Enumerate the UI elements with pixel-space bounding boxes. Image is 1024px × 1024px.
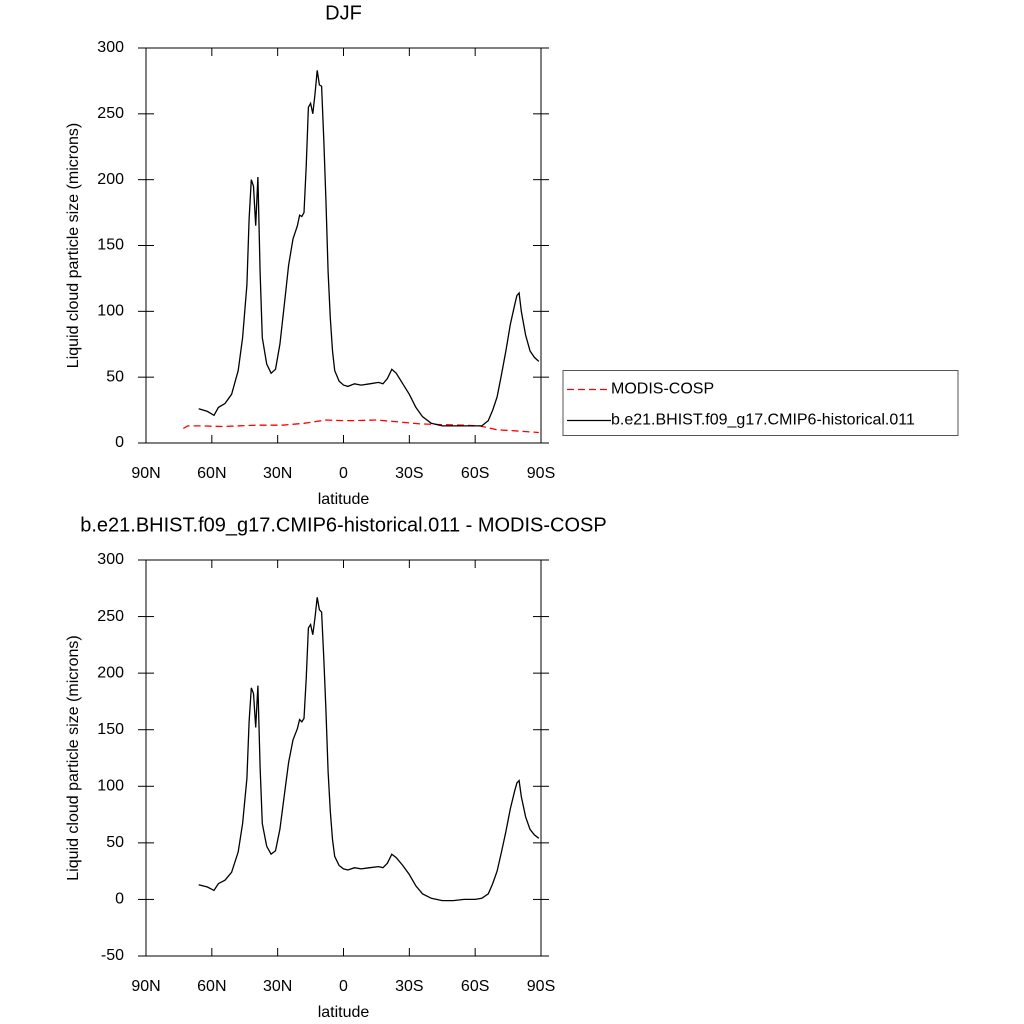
chart-title: DJF (325, 2, 362, 24)
x-axis-label: latitude (318, 491, 370, 508)
plot-frame (145, 47, 542, 444)
y-tick-label: 150 (97, 237, 124, 254)
x-tick-label: 0 (339, 978, 348, 995)
x-tick-label: 30N (263, 465, 292, 482)
y-tick-label: 100 (97, 778, 124, 795)
legend-label: b.e21.BHIST.f09_g17.CMIP6-historical.011 (611, 412, 915, 429)
x-tick-label: 60S (461, 978, 489, 995)
y-tick-label: 0 (115, 434, 124, 451)
data-line (198, 70, 540, 427)
y-axis-label: Liquid cloud particle size (microns) (65, 123, 82, 368)
x-tick-label: 60S (461, 465, 489, 482)
x-tick-label: 90S (527, 465, 555, 482)
x-tick-label: 60N (197, 978, 226, 995)
y-tick-label: -50 (101, 947, 124, 964)
x-tick-label: 90N (131, 978, 160, 995)
y-axis-label: Liquid cloud particle size (microns) (65, 635, 82, 880)
y-tick-label: 150 (97, 721, 124, 738)
x-tick-label: 30S (395, 978, 423, 995)
x-tick-label: 90N (131, 465, 160, 482)
x-axis-label: latitude (318, 1004, 370, 1021)
data-line (198, 597, 540, 902)
y-tick-label: 250 (97, 608, 124, 625)
chart-title: b.e21.BHIST.f09_g17.CMIP6-historical.011… (80, 514, 607, 536)
y-tick-label: 0 (115, 891, 124, 908)
y-tick-label: 300 (97, 551, 124, 568)
x-tick-label: 30S (395, 465, 423, 482)
y-tick-label: 50 (106, 368, 124, 385)
legend-label: MODIS-COSP (611, 381, 714, 398)
y-tick-label: 200 (97, 171, 124, 188)
y-tick-label: 250 (97, 105, 124, 122)
y-tick-label: 100 (97, 303, 124, 320)
legend-box (562, 370, 959, 436)
x-tick-label: 90S (527, 978, 555, 995)
x-tick-label: 30N (263, 978, 292, 995)
plot-frame (145, 559, 542, 957)
x-tick-label: 0 (339, 465, 348, 482)
y-tick-label: 200 (97, 664, 124, 681)
y-tick-label: 50 (106, 834, 124, 851)
data-line (182, 419, 539, 434)
y-tick-label: 300 (97, 39, 124, 56)
x-tick-label: 60N (197, 465, 226, 482)
